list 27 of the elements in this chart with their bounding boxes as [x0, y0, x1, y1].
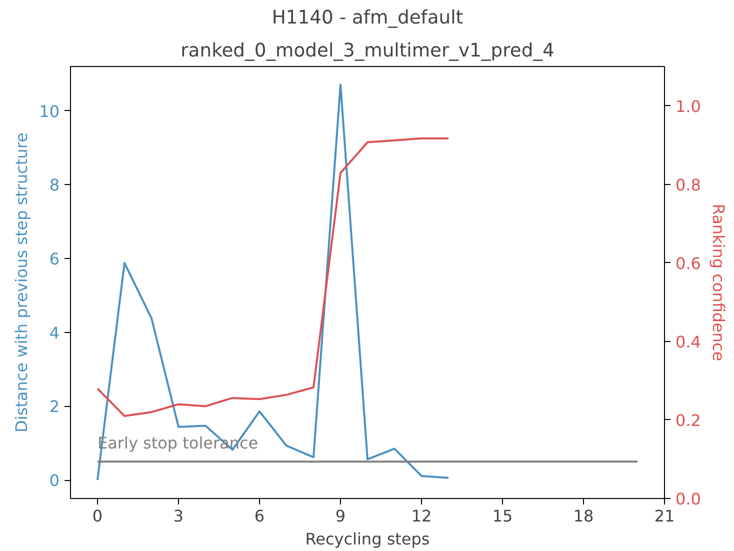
y2-tick-label: 0.4 [676, 332, 701, 352]
y-tick-label: 4 [49, 323, 60, 342]
chart-subtitle: ranked_0_model_3_multimer_v1_pred_4 [180, 40, 554, 62]
x-tick-label: 0 [92, 506, 103, 526]
x-tick-label: 12 [411, 506, 432, 526]
y2-axis-title: Ranking confidence [708, 204, 728, 362]
x-tick-label: 18 [573, 506, 594, 526]
y-tick-label: 6 [49, 250, 60, 268]
chart-title: H1140 - afm_default [272, 8, 464, 28]
y2-tick-label: 0.6 [676, 254, 701, 273]
x-axis-title: Recycling steps [305, 530, 430, 548]
x-tick-label: 9 [335, 506, 346, 526]
y2-tick-label: 0.8 [676, 175, 701, 194]
y-tick-label: 0 [49, 471, 60, 490]
line-series [96, 137, 450, 418]
y-tick-label: 8 [49, 176, 60, 195]
y-axis-title: Distance with previous step structure [12, 132, 32, 432]
y2-tick-label: 0.2 [676, 410, 701, 430]
x-tick-label: 21 [654, 506, 675, 526]
y2-tick-label: 0.0 [676, 490, 701, 508]
x-tick-label: 15 [492, 506, 513, 526]
x-tick-label: 3 [173, 506, 184, 526]
y2-tick-label: 1.0 [676, 96, 701, 116]
x-tick-label: 6 [254, 506, 265, 526]
y-tick-label: 10 [39, 102, 60, 121]
y-tick-label: 2 [49, 397, 60, 416]
line-series [96, 84, 450, 482]
